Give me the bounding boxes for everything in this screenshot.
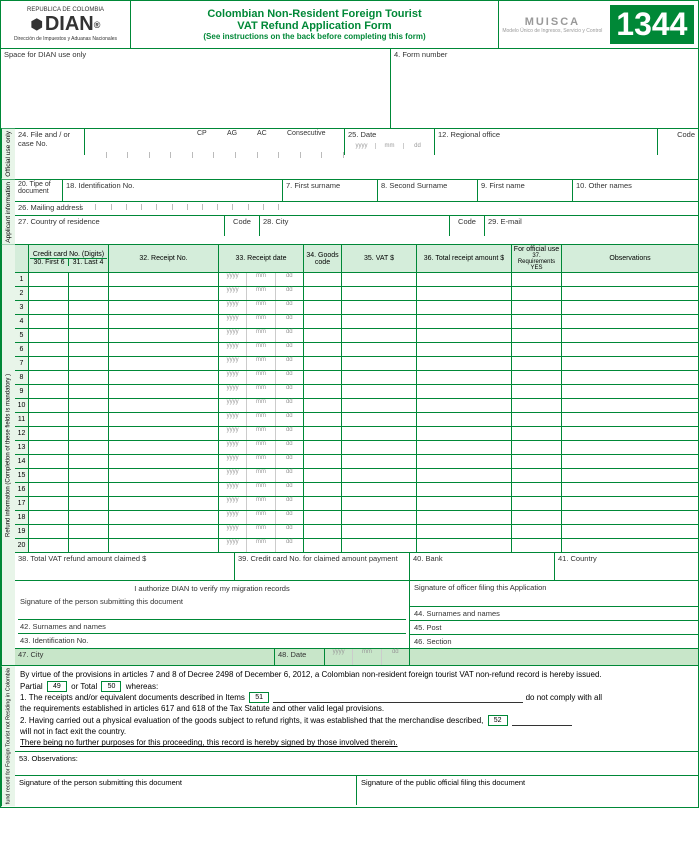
refund-row-17: 17yyyymmdd xyxy=(15,497,698,511)
field-7: 7. First surname xyxy=(283,180,378,201)
sig-officer-label: Signature of officer filing this Applica… xyxy=(410,581,698,594)
muisca-logo: MUISCA xyxy=(525,16,580,28)
field-10: 10. Other names xyxy=(573,180,698,201)
applicant-section: Applicant information 20. Tipe of docume… xyxy=(1,180,698,246)
field-4-form-number: 4. Form number xyxy=(391,49,698,128)
field-42: 42. Surnames and names xyxy=(18,619,406,633)
sig-person-2: Signature of the person submitting this … xyxy=(15,776,357,805)
auth-text: I authorize DIAN to verify my migration … xyxy=(18,582,406,595)
refund-row-14: 14yyyymmdd xyxy=(15,455,698,469)
field-44: 44. Surnames and names xyxy=(410,606,698,620)
field-18: 18. Identification No. xyxy=(63,180,283,201)
official-use-section: Official use only 24. File and / or case… xyxy=(1,129,698,180)
refund-row-9: 9yyyymmdd xyxy=(15,385,698,399)
refund-section: Refund information (Completion of these … xyxy=(1,245,698,666)
legal-side-label: fund record for Foreign Tourist not Resi… xyxy=(1,666,15,806)
dian-logo-box: REPUBLICA DE COLOMBIA ⬢DIAN® Dirección d… xyxy=(1,1,131,48)
refund-row-10: 10yyyymmdd xyxy=(15,399,698,413)
refund-row-8: 8yyyymmdd xyxy=(15,371,698,385)
field-47: 47. City xyxy=(15,649,275,665)
field-25: 25. Date yyyymmdd xyxy=(345,129,435,155)
refund-row-12: 12yyyymmdd xyxy=(15,427,698,441)
form-title-2: VAT Refund Application Form xyxy=(133,20,496,32)
field-24: 24. File and / or case No. xyxy=(15,129,85,155)
field-29: 29. E-mail xyxy=(485,216,698,236)
box-51[interactable]: 51 xyxy=(249,692,269,703)
dian-logo: ⬢DIAN® xyxy=(31,13,101,36)
field-9: 9. First name xyxy=(478,180,573,201)
box-50[interactable]: 50 xyxy=(101,681,121,692)
sig-official: Signature of the public official filing … xyxy=(357,776,698,805)
refund-row-7: 7yyyymmdd xyxy=(15,357,698,371)
field-45: 45. Post xyxy=(410,620,698,634)
box-49[interactable]: 49 xyxy=(47,681,67,692)
refund-row-13: 13yyyymmdd xyxy=(15,441,698,455)
field-8: 8. Second Surname xyxy=(378,180,478,201)
field-46: 46. Section xyxy=(410,634,698,648)
refund-row-6: 6yyyymmdd xyxy=(15,343,698,357)
refund-row-18: 18yyyymmdd xyxy=(15,511,698,525)
refund-row-20: 20yyyymmdd xyxy=(15,539,698,553)
applicant-side-label: Applicant information xyxy=(1,180,15,245)
form-1344: REPUBLICA DE COLOMBIA ⬢DIAN® Dirección d… xyxy=(0,0,699,808)
box-52[interactable]: 52 xyxy=(488,715,508,726)
refund-row-11: 11yyyymmdd xyxy=(15,413,698,427)
form-title-1: Colombian Non-Resident Foreign Tourist xyxy=(133,8,496,20)
refund-table: Credit card No. (Digits) 30. First 6 31.… xyxy=(15,245,698,553)
field-20: 20. Tipe of document xyxy=(15,180,63,201)
field-41: 41. Country xyxy=(555,553,698,580)
refund-row-1: 1yyyymmdd xyxy=(15,273,698,287)
muisca-sub: Modelo Único de Ingresos, Servicio y Con… xyxy=(502,28,602,34)
line-52[interactable] xyxy=(512,716,572,726)
line-51[interactable] xyxy=(273,693,523,703)
field-28: 28. City xyxy=(260,216,450,236)
official-side-label: Official use only xyxy=(1,129,15,179)
refund-row-19: 19yyyymmdd xyxy=(15,525,698,539)
refund-row-3: 3yyyymmdd xyxy=(15,301,698,315)
dian-space-label: Space for DIAN use only xyxy=(1,49,391,128)
form-title-box: Colombian Non-Resident Foreign Tourist V… xyxy=(131,1,498,48)
refund-row-5: 5yyyymmdd xyxy=(15,329,698,343)
muisca-box: MUISCA Modelo Único de Ingresos, Servici… xyxy=(498,1,606,48)
field-38: 38. Total VAT refund amount claimed $ xyxy=(15,553,235,580)
dian-sublabel: Dirección de Impuestos y Aduanas Naciona… xyxy=(14,36,117,42)
field-39: 39. Credit card No. for claimed amount p… xyxy=(235,553,410,580)
field-43: 43. Identification No. xyxy=(18,633,406,647)
field-code: Code xyxy=(658,129,698,155)
refund-row-16: 16yyyymmdd xyxy=(15,483,698,497)
field-26: 26. Mailing address xyxy=(15,202,698,215)
legal-section: fund record for Foreign Tourist not Resi… xyxy=(1,666,698,806)
header-right: MUISCA Modelo Único de Ingresos, Servici… xyxy=(498,1,698,48)
form-instruction: (See instructions on the back before com… xyxy=(133,32,496,41)
field-53: 53. Observations: xyxy=(15,751,698,775)
field-27: 27. Country of residence xyxy=(15,216,225,236)
refund-row-2: 2yyyymmdd xyxy=(15,287,698,301)
field-40: 40. Bank xyxy=(410,553,555,580)
field-48: 48. Date xyxy=(275,649,325,665)
sig-person-label: Signature of the person submitting this … xyxy=(18,595,406,608)
legal-text: By virtue of the provisions in articles … xyxy=(15,666,698,751)
refund-side-label: Refund information (Completion of these … xyxy=(1,245,15,665)
form-number: 1344 xyxy=(608,3,696,46)
refund-row-15: 15yyyymmdd xyxy=(15,469,698,483)
form-header: REPUBLICA DE COLOMBIA ⬢DIAN® Dirección d… xyxy=(1,1,698,49)
refund-row-4: 4yyyymmdd xyxy=(15,315,698,329)
dian-space-row: Space for DIAN use only 4. Form number xyxy=(1,49,698,129)
field-12: 12. Regional office xyxy=(435,129,658,155)
